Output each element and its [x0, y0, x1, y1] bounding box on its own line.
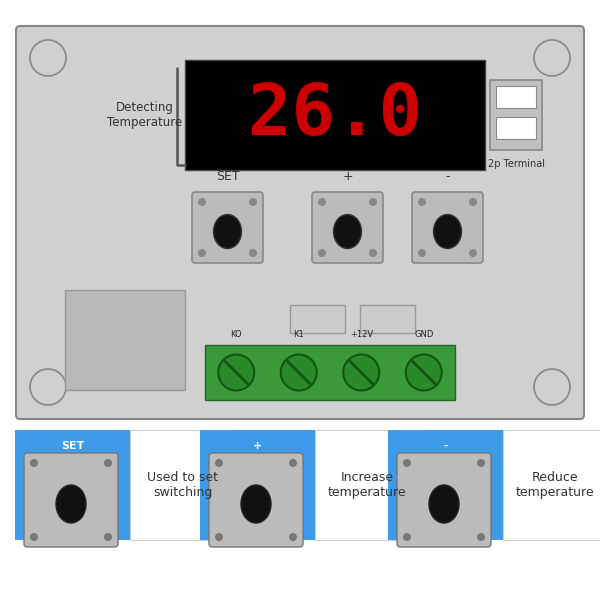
FancyBboxPatch shape [200, 430, 315, 540]
Circle shape [469, 198, 477, 206]
Circle shape [30, 459, 38, 467]
Circle shape [198, 249, 206, 257]
FancyBboxPatch shape [130, 430, 235, 540]
Circle shape [218, 355, 254, 391]
Circle shape [289, 533, 297, 541]
Circle shape [249, 198, 257, 206]
Circle shape [369, 249, 377, 257]
Text: GND: GND [414, 330, 433, 339]
Circle shape [534, 40, 570, 76]
FancyBboxPatch shape [503, 430, 600, 540]
FancyBboxPatch shape [397, 453, 491, 547]
Text: 26.0: 26.0 [248, 80, 422, 149]
Circle shape [403, 459, 411, 467]
Circle shape [477, 459, 485, 467]
Circle shape [249, 249, 257, 257]
Bar [65, 290, 185, 390]
Text: Reduce
temperature: Reduce temperature [516, 471, 595, 499]
Circle shape [369, 198, 377, 206]
Ellipse shape [334, 214, 361, 248]
Circle shape [477, 533, 485, 541]
Ellipse shape [429, 485, 459, 523]
Bar [490, 80, 542, 150]
Circle shape [534, 369, 570, 405]
Bar [185, 60, 485, 170]
FancyBboxPatch shape [412, 192, 483, 263]
Circle shape [281, 355, 317, 391]
Ellipse shape [433, 214, 461, 248]
Ellipse shape [241, 485, 271, 523]
Circle shape [215, 533, 223, 541]
Text: -: - [443, 441, 448, 451]
Text: KO: KO [230, 330, 242, 339]
Bar [496, 86, 536, 108]
Circle shape [343, 355, 379, 391]
Circle shape [30, 533, 38, 541]
Circle shape [198, 198, 206, 206]
Text: 2p Terminal: 2p Terminal [487, 159, 545, 169]
Circle shape [418, 198, 426, 206]
FancyBboxPatch shape [312, 192, 383, 263]
Circle shape [318, 249, 326, 257]
Ellipse shape [214, 214, 241, 248]
FancyBboxPatch shape [388, 430, 503, 540]
Circle shape [469, 249, 477, 257]
Bar [205, 345, 455, 400]
Text: +12V: +12V [350, 330, 373, 339]
Circle shape [418, 249, 426, 257]
Text: +: + [342, 170, 353, 183]
Ellipse shape [56, 485, 86, 523]
FancyBboxPatch shape [192, 192, 263, 263]
FancyBboxPatch shape [315, 430, 420, 540]
FancyBboxPatch shape [24, 453, 118, 547]
Circle shape [104, 459, 112, 467]
Bar [290, 305, 345, 333]
FancyBboxPatch shape [209, 453, 303, 547]
FancyBboxPatch shape [16, 26, 584, 419]
Circle shape [215, 459, 223, 467]
Text: +: + [253, 441, 262, 451]
Circle shape [30, 40, 66, 76]
Bar [496, 117, 536, 139]
Text: K1: K1 [293, 330, 304, 339]
Text: Used to set
switching: Used to set switching [147, 471, 218, 499]
Text: SET: SET [215, 170, 239, 183]
Circle shape [30, 369, 66, 405]
Text: SET: SET [61, 441, 84, 451]
Circle shape [289, 459, 297, 467]
Circle shape [318, 198, 326, 206]
Text: Increase
temperature: Increase temperature [328, 471, 407, 499]
Bar [360, 305, 415, 333]
Text: Detecting
Temperature: Detecting Temperature [107, 101, 182, 129]
Text: -: - [445, 170, 450, 183]
FancyBboxPatch shape [15, 430, 130, 540]
Circle shape [104, 533, 112, 541]
Circle shape [406, 355, 442, 391]
Circle shape [403, 533, 411, 541]
